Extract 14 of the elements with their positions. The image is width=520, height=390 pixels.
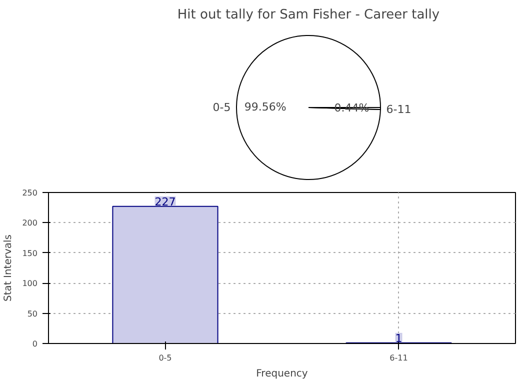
data-label: 99.56% <box>244 100 286 114</box>
y-axis-title: Stat Intervals <box>3 234 14 302</box>
data-label: 227 <box>154 195 176 208</box>
chart-title: Hit out tally for Sam Fisher - Career tally <box>177 8 440 22</box>
slice-label: 6-11 <box>386 103 412 116</box>
data-label: 1 <box>395 332 402 345</box>
y-tick-label: 250 <box>22 188 38 198</box>
y-tick-label: 150 <box>22 248 38 258</box>
y-tick-label: 0 <box>32 340 38 348</box>
y-tick-label: 50 <box>27 309 38 318</box>
y-tick-label: 100 <box>22 279 38 288</box>
y-tick-label: 200 <box>22 218 38 228</box>
slice-label: 0-5 <box>212 100 231 114</box>
x-axis-title: Frequency <box>256 368 308 380</box>
